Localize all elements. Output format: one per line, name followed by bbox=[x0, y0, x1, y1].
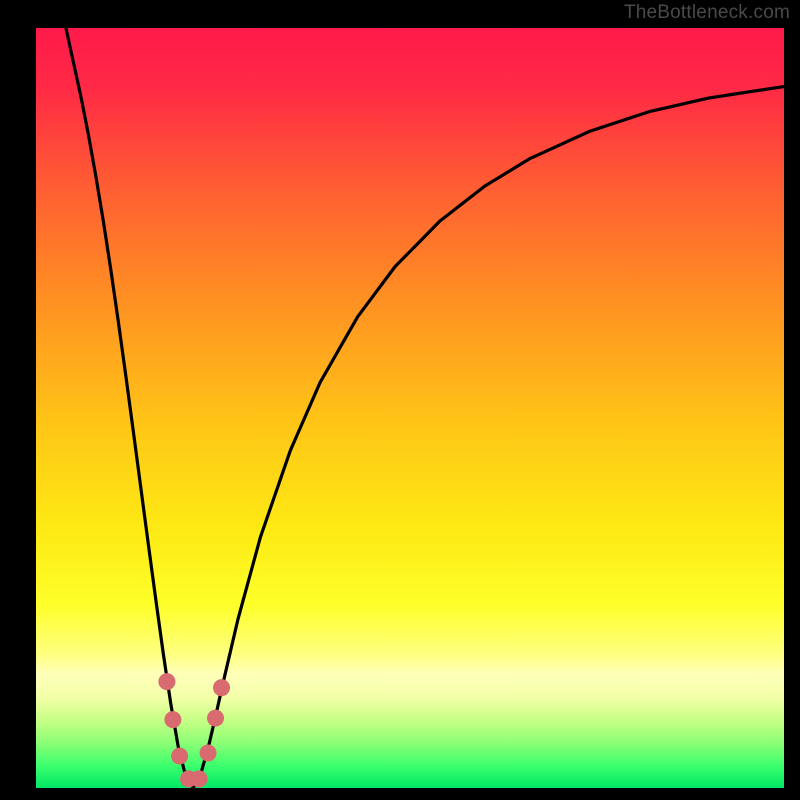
plot-area bbox=[36, 28, 784, 788]
curve-layer bbox=[36, 28, 784, 788]
data-marker bbox=[158, 673, 175, 690]
data-marker bbox=[213, 679, 230, 696]
chart-container: TheBottleneck.com bbox=[0, 0, 800, 800]
bottleneck-curve-right bbox=[193, 87, 784, 788]
data-marker bbox=[191, 770, 208, 787]
watermark-text: TheBottleneck.com bbox=[624, 2, 790, 24]
data-marker bbox=[164, 711, 181, 728]
data-marker bbox=[207, 710, 224, 727]
data-marker bbox=[171, 748, 188, 765]
data-marker bbox=[200, 745, 217, 762]
bottleneck-curve-left bbox=[66, 28, 193, 788]
